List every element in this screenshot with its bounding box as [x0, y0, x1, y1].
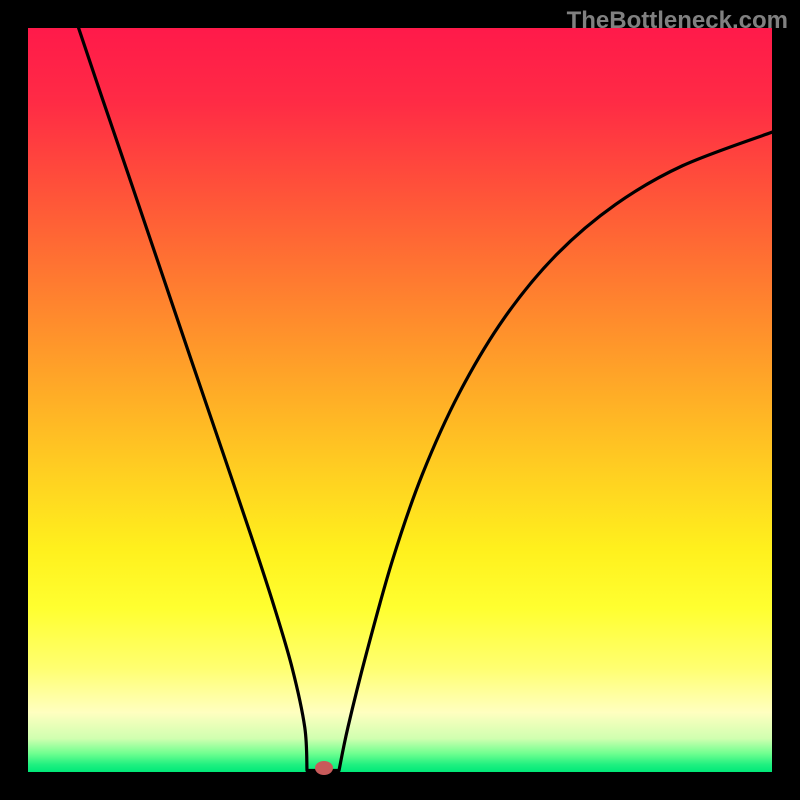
chart-svg — [28, 28, 772, 772]
optimum-marker — [315, 761, 333, 775]
watermark-text: TheBottleneck.com — [567, 7, 788, 35]
chart-container: TheBottleneck.com — [0, 0, 800, 800]
gradient-background — [28, 28, 772, 772]
plot-area — [28, 28, 772, 772]
